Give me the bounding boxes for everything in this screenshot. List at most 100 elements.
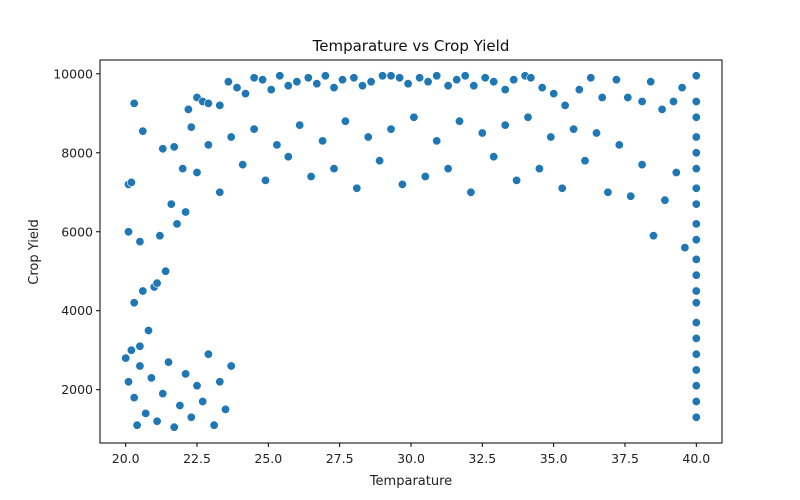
data-point-132 (203, 140, 213, 150)
data-point-34 (329, 83, 339, 93)
data-point-24 (241, 89, 251, 99)
data-point-43 (415, 73, 425, 83)
data-point-111 (443, 164, 453, 174)
data-point-53 (509, 75, 519, 85)
data-point-122 (318, 136, 328, 146)
data-point-3 (126, 177, 136, 187)
data-point-22 (223, 77, 233, 87)
data-point-72 (691, 132, 701, 142)
data-point-139 (135, 341, 145, 351)
data-point-59 (574, 85, 584, 95)
data-point-143 (135, 361, 145, 371)
data-point-98 (591, 128, 601, 138)
y-axis-title: Crop Yield (27, 219, 42, 284)
data-point-71 (691, 112, 701, 122)
data-point-68 (677, 83, 687, 93)
data-point-45 (432, 71, 442, 81)
data-point-156 (209, 420, 219, 430)
data-point-155 (203, 349, 213, 359)
data-point-29 (283, 81, 293, 91)
data-point-4 (129, 98, 139, 108)
data-point-35 (337, 75, 347, 85)
x-tick-label: 40.0 (682, 451, 710, 466)
data-point-95 (626, 191, 636, 201)
x-tick-label: 20.0 (112, 451, 140, 466)
data-point-109 (466, 187, 476, 197)
x-tick-label: 37.5 (611, 451, 639, 466)
data-point-144 (141, 408, 151, 418)
data-point-108 (477, 128, 487, 138)
data-point-90 (680, 243, 690, 253)
data-point-99 (580, 156, 590, 166)
chart-title: Temparature vs Crop Yield (312, 37, 510, 55)
data-point-5 (129, 298, 139, 308)
data-point-0 (121, 353, 131, 363)
data-point-118 (363, 132, 373, 142)
data-point-140 (126, 345, 136, 355)
data-point-63 (623, 93, 633, 103)
x-tick-label: 25.0 (254, 451, 282, 466)
x-tick-label: 27.5 (326, 451, 354, 466)
y-tick-label: 10000 (53, 66, 93, 81)
data-point-96 (614, 140, 624, 150)
data-point-120 (340, 116, 350, 126)
data-point-127 (260, 175, 270, 185)
data-point-20 (203, 98, 213, 108)
x-axis-title: Temparature (369, 474, 452, 489)
data-point-31 (303, 73, 313, 83)
data-point-153 (192, 381, 202, 391)
y-tick-label: 8000 (61, 145, 93, 160)
data-point-56 (537, 83, 547, 93)
data-point-66 (657, 104, 667, 114)
data-point-148 (164, 357, 174, 367)
data-point-57 (549, 89, 559, 99)
data-point-78 (691, 235, 701, 245)
data-point-106 (500, 120, 510, 130)
data-point-21 (215, 100, 225, 110)
data-point-79 (691, 254, 701, 264)
data-point-14 (169, 142, 179, 152)
data-point-104 (523, 112, 533, 122)
y-tick-label: 6000 (61, 224, 93, 239)
data-point-12 (158, 144, 168, 154)
data-point-101 (557, 183, 567, 193)
data-point-15 (178, 164, 188, 174)
data-point-47 (452, 75, 462, 85)
y-axis: 2000 4000 6000 8000 10000 (53, 66, 100, 397)
x-axis: 20.0 22.5 25.0 27.5 30.0 32.5 35.0 37.5 40.0 (112, 443, 710, 466)
data-point-58 (560, 100, 570, 110)
data-point-142 (129, 393, 139, 403)
y-tick-label: 4000 (61, 303, 93, 318)
data-point-27 (266, 85, 276, 95)
data-point-146 (152, 416, 162, 426)
data-point-74 (691, 164, 701, 174)
data-point-145 (146, 373, 156, 383)
data-point-134 (181, 207, 191, 217)
data-point-159 (226, 361, 236, 371)
x-tick-label: 32.5 (468, 451, 496, 466)
data-point-52 (500, 85, 510, 95)
data-point-141 (124, 377, 134, 387)
data-point-85 (691, 349, 701, 359)
data-point-107 (489, 152, 499, 162)
data-point-92 (660, 195, 670, 205)
data-point-131 (215, 187, 225, 197)
data-point-133 (192, 168, 202, 178)
data-point-158 (221, 404, 231, 414)
data-point-135 (172, 219, 182, 229)
data-point-23 (232, 83, 242, 93)
data-point-46 (443, 81, 453, 91)
data-point-38 (366, 77, 376, 87)
data-point-88 (691, 396, 701, 406)
data-point-129 (238, 160, 248, 170)
data-point-125 (283, 152, 293, 162)
points-layer (121, 71, 701, 432)
data-point-103 (534, 164, 544, 174)
data-point-32 (312, 79, 322, 89)
data-point-128 (249, 124, 259, 134)
data-point-151 (181, 369, 191, 379)
data-point-113 (420, 172, 430, 182)
data-point-50 (480, 73, 490, 83)
data-point-86 (691, 365, 701, 375)
